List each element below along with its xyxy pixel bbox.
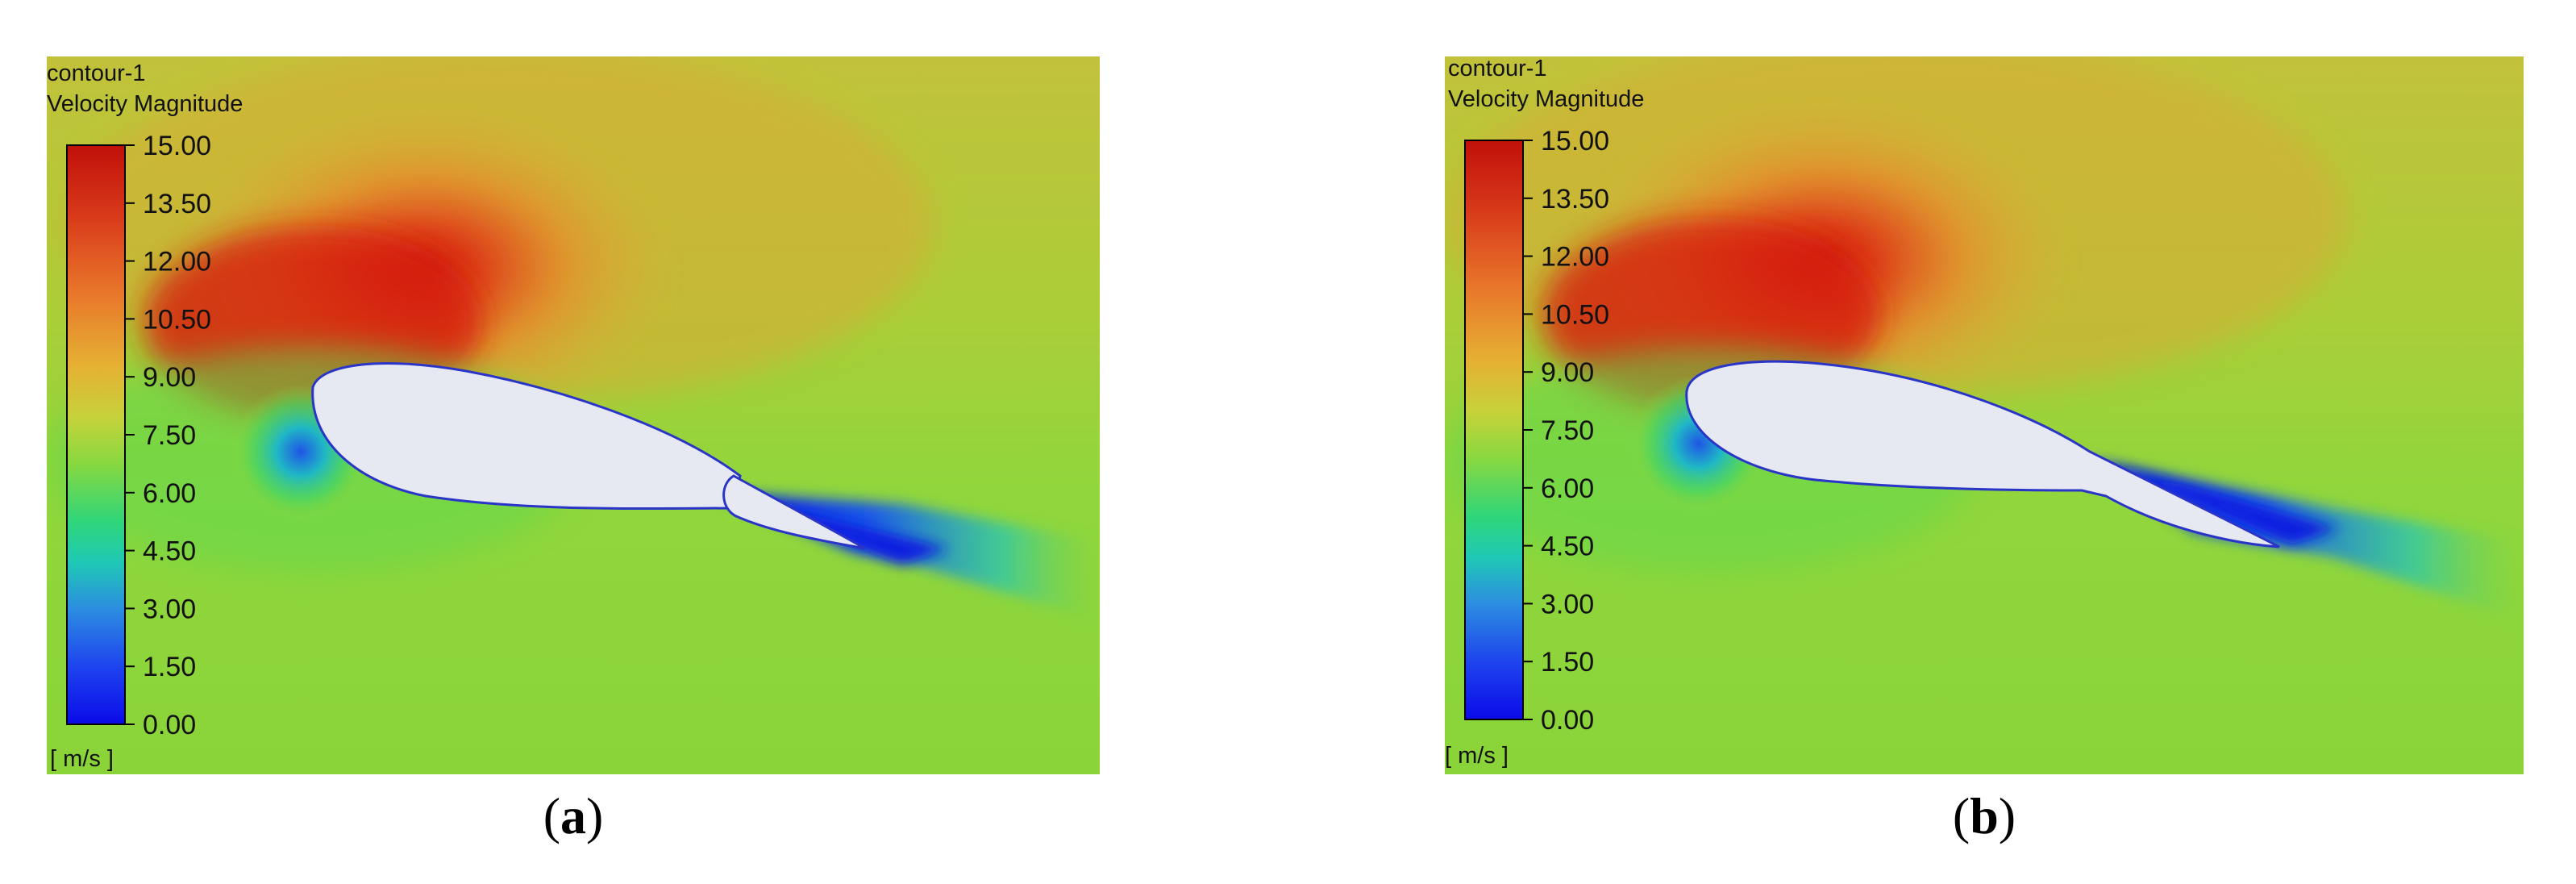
colorbar-tick-label: 4.50 — [143, 536, 196, 567]
colorbar-tick-label: 9.00 — [1541, 357, 1594, 388]
contour-name-label: contour-1 — [1448, 56, 1547, 81]
airfoil-with-flap — [1685, 360, 2280, 548]
colorbar-tick-label: 12.00 — [143, 247, 211, 277]
caption-letter: a — [560, 787, 586, 844]
colorbar-tick-label: 6.00 — [1541, 473, 1594, 504]
colorbar-tick-label: 15.00 — [143, 131, 211, 161]
colorbar-tick-label: 6.00 — [143, 478, 196, 509]
panel-caption-b: (b) — [1952, 787, 2016, 844]
colorbar-tick-label: 0.00 — [143, 710, 196, 740]
caption-letter: b — [1970, 787, 1999, 844]
velocity-contour-plot-a: 15.00 13.50 12.00 10.50 9.00 7.50 6.00 4.50 3.00… — [47, 56, 1100, 774]
contour-name-label: contour-1 — [47, 60, 146, 86]
colorbar-tick-label: 10.50 — [1541, 299, 1609, 330]
colorbar-tick-label: 9.00 — [143, 362, 196, 393]
colorbar-tick-label: 15.00 — [1541, 126, 1609, 156]
unit-label: [ m/s ] — [50, 746, 114, 772]
quantity-label: Velocity Magnitude — [47, 91, 243, 117]
colorbar-tick-label: 7.50 — [1541, 415, 1594, 446]
colorbar-tick-label: 1.50 — [143, 652, 196, 682]
colorbar — [1464, 140, 1524, 720]
colorbar-tick-label: 12.00 — [1541, 242, 1609, 273]
unit-label: [ m/s ] — [1445, 743, 1509, 769]
colorbar-tick-label: 13.50 — [143, 189, 211, 219]
colorbar-ticks: 15.00 13.50 12.00 10.50 9.00 7.50 6.00 4.50 3.00… — [1523, 126, 1609, 736]
colorbar-ticks: 15.00 13.50 12.00 10.50 9.00 7.50 6.00 4.50 3.00… — [125, 131, 211, 740]
colorbar-tick-label: 3.00 — [143, 594, 196, 624]
airfoil-flap — [722, 474, 866, 550]
colorbar-tick-label: 13.50 — [1541, 184, 1609, 215]
velocity-contour-plot-b: 15.00 13.50 12.00 10.50 9.00 7.50 6.00 4.50 3.00… — [1445, 56, 2524, 774]
colorbar-tick-label: 3.00 — [1541, 589, 1594, 619]
panel-caption-a: (a) — [543, 787, 604, 844]
colorbar-tick-label: 4.50 — [1541, 532, 1594, 562]
colorbar-tick-label: 0.00 — [1541, 705, 1594, 736]
contour-panel-b: 15.00 13.50 12.00 10.50 9.00 7.50 6.00 4.50 3.00… — [1445, 56, 2524, 774]
colorbar-tick-label: 1.50 — [1541, 647, 1594, 678]
colorbar-tick-label: 10.50 — [143, 304, 211, 335]
quantity-label: Velocity Magnitude — [1448, 86, 1644, 112]
colorbar-tick-label: 7.50 — [143, 420, 196, 451]
contour-panel-a: 15.00 13.50 12.00 10.50 9.00 7.50 6.00 4.50 3.00… — [47, 56, 1100, 774]
colorbar — [66, 144, 126, 725]
